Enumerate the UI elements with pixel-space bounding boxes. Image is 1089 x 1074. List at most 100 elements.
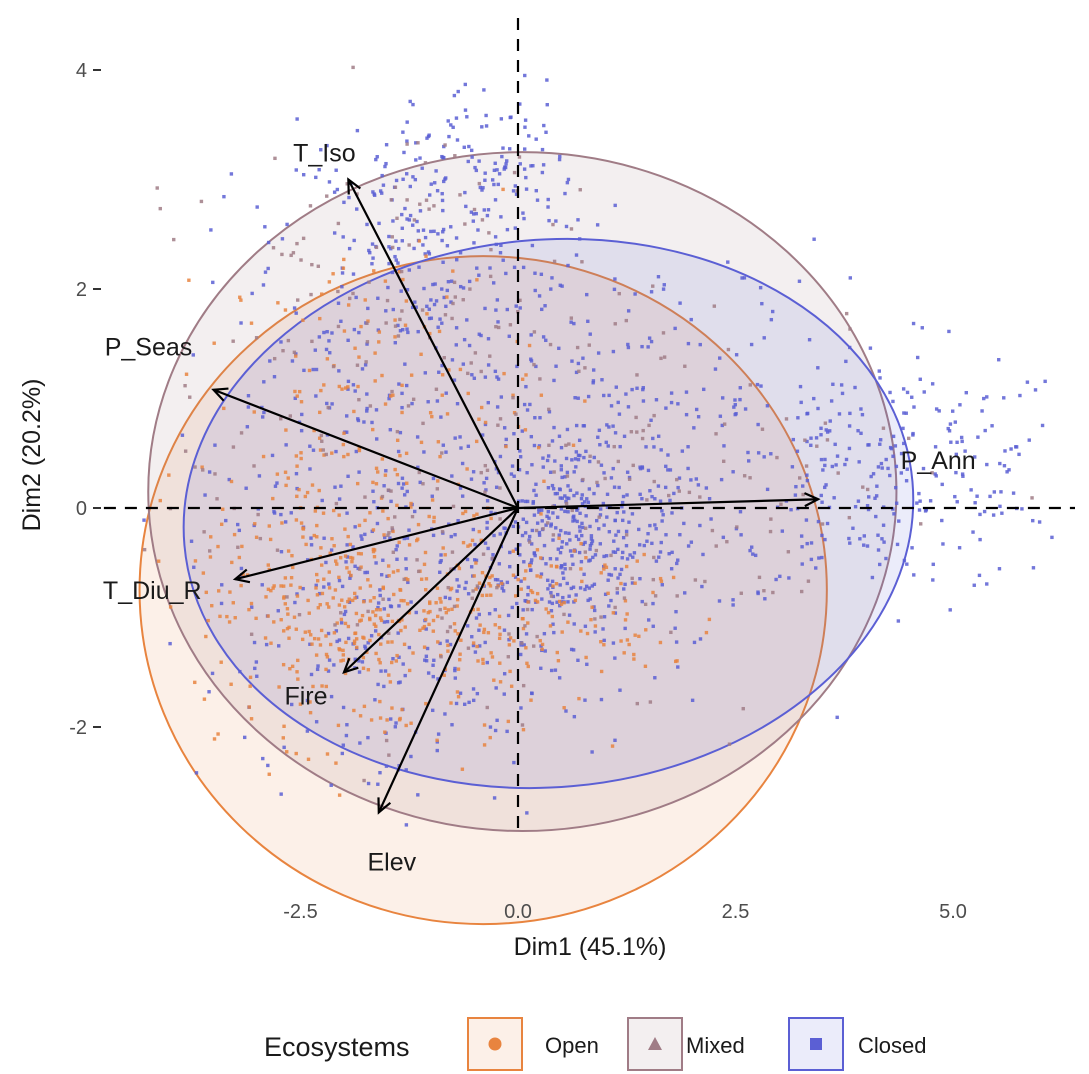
- point-mixed: [687, 490, 692, 495]
- point-open: [316, 606, 321, 610]
- point-closed: [456, 89, 460, 94]
- point-closed: [502, 426, 507, 430]
- point-closed: [770, 309, 775, 314]
- point-open: [394, 659, 399, 663]
- point-closed: [537, 507, 541, 511]
- point-closed: [466, 444, 471, 449]
- point-open: [406, 578, 410, 582]
- point-closed: [327, 180, 332, 184]
- point-closed: [473, 165, 477, 170]
- point-closed: [891, 434, 896, 439]
- point-closed: [991, 513, 996, 517]
- point-closed: [413, 300, 417, 304]
- point-mixed: [416, 141, 420, 145]
- point-closed: [433, 181, 437, 185]
- point-open: [498, 632, 502, 637]
- point-open: [419, 577, 424, 581]
- point-closed: [360, 537, 364, 541]
- point-open: [436, 440, 441, 444]
- point-open: [482, 630, 486, 635]
- point-open: [300, 637, 305, 642]
- point-open: [359, 618, 363, 622]
- point-closed: [780, 529, 785, 533]
- point-open: [376, 470, 380, 474]
- point-closed: [477, 332, 481, 336]
- point-closed: [365, 409, 369, 413]
- point-closed: [403, 673, 407, 678]
- point-mixed: [661, 331, 666, 335]
- point-mixed: [416, 569, 421, 574]
- point-open: [249, 321, 254, 325]
- point-closed: [549, 609, 554, 613]
- point-closed: [363, 363, 368, 367]
- point-closed: [915, 501, 919, 505]
- point-mixed: [609, 553, 613, 558]
- point-closed: [894, 501, 899, 505]
- point-closed: [609, 573, 614, 577]
- point-open: [422, 562, 427, 567]
- point-open: [333, 559, 338, 563]
- point-open: [266, 614, 270, 618]
- point-mixed: [652, 479, 656, 484]
- point-closed: [529, 333, 533, 337]
- point-mixed: [477, 181, 482, 186]
- point-closed: [985, 582, 989, 586]
- point-mixed: [452, 280, 457, 285]
- point-closed: [329, 694, 334, 699]
- point-closed: [273, 484, 278, 488]
- point-closed: [246, 394, 251, 398]
- point-closed: [922, 390, 926, 394]
- point-open: [519, 587, 523, 591]
- point-closed: [971, 530, 975, 534]
- point-open: [593, 624, 598, 628]
- point-closed: [299, 428, 304, 433]
- point-open: [371, 480, 375, 485]
- point-closed: [816, 519, 821, 524]
- point-mixed: [289, 253, 293, 258]
- point-closed: [400, 212, 404, 217]
- point-open: [602, 643, 606, 647]
- loading-label-elev: Elev: [367, 848, 416, 876]
- point-open: [283, 470, 288, 474]
- point-closed: [578, 511, 582, 516]
- point-mixed: [494, 324, 498, 329]
- point-closed: [578, 453, 582, 458]
- point-closed: [856, 429, 860, 433]
- point-closed: [647, 336, 652, 340]
- point-closed: [400, 405, 404, 410]
- point-closed: [498, 454, 503, 459]
- point-mixed: [339, 611, 343, 615]
- point-closed: [600, 378, 604, 382]
- point-closed: [544, 130, 548, 134]
- point-closed: [507, 638, 511, 642]
- point-mixed: [183, 449, 188, 453]
- arrowhead-p_ann: [804, 492, 821, 508]
- point-closed: [640, 599, 644, 604]
- point-open: [508, 669, 512, 674]
- point-closed: [911, 321, 916, 326]
- point-mixed: [417, 470, 421, 475]
- point-open: [267, 772, 271, 776]
- point-open: [312, 428, 316, 433]
- point-closed: [444, 391, 448, 395]
- point-open: [319, 292, 324, 296]
- point-closed: [541, 335, 546, 339]
- point-mixed: [402, 577, 406, 582]
- point-closed: [508, 550, 512, 555]
- point-open: [311, 684, 315, 689]
- point-closed: [603, 592, 608, 597]
- point-closed: [408, 213, 413, 218]
- point-mixed: [595, 480, 599, 485]
- point-mixed: [398, 317, 402, 322]
- point-closed: [540, 307, 544, 312]
- point-closed: [457, 584, 461, 588]
- point-open: [488, 735, 492, 740]
- point-closed: [637, 543, 642, 547]
- point-mixed: [275, 548, 280, 552]
- point-open: [468, 543, 472, 547]
- point-closed: [483, 640, 487, 645]
- point-closed: [637, 527, 641, 532]
- point-mixed: [722, 422, 727, 426]
- point-mixed: [651, 577, 656, 582]
- point-closed: [483, 375, 488, 379]
